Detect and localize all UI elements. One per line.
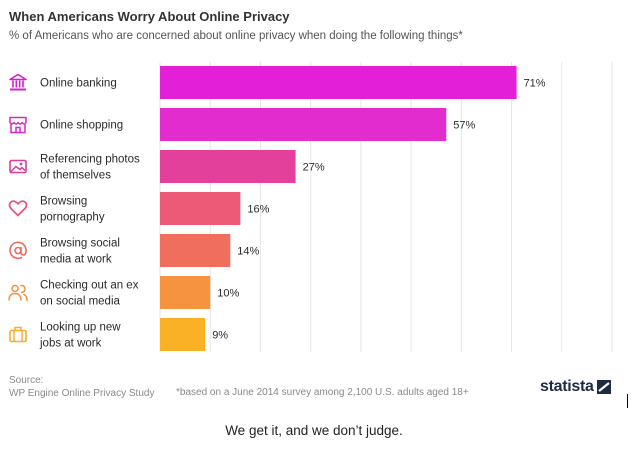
- category-label: Browsing social media at work: [40, 238, 120, 266]
- people-icon-body: [8, 292, 22, 301]
- source-label: Source:: [9, 375, 44, 386]
- at-sign-icon-outer: [9, 241, 27, 260]
- bank-icon: [9, 73, 27, 91]
- bar: [160, 192, 241, 225]
- category-label-line: of themselves: [40, 170, 111, 182]
- category-label-line: pornography: [40, 212, 105, 224]
- briefcase-icon-straps: [13, 330, 23, 342]
- value-label: 27%: [303, 162, 325, 174]
- category-label-line: Browsing: [40, 196, 87, 208]
- bar: [160, 108, 447, 141]
- category-label-line: Looking up new: [40, 322, 121, 334]
- storefront-icon-body: [10, 124, 26, 134]
- photo-icon-frame: [9, 159, 27, 174]
- heart-icon-shape: [8, 200, 28, 217]
- category-label: Checking out an ex on social media: [40, 280, 139, 308]
- footnote: *based on a June 2014 survey among 2,100…: [176, 387, 469, 398]
- photo-icon: [9, 159, 27, 174]
- people-icon-head: [11, 284, 19, 293]
- category-label: Looking up new jobs at work: [39, 322, 121, 350]
- briefcase-icon-case: [9, 329, 27, 343]
- bar: [160, 276, 211, 309]
- value-label: 10%: [217, 288, 239, 300]
- category-label-line: Checking out an ex: [40, 280, 139, 292]
- category-label-line: Online banking: [40, 78, 117, 90]
- value-label: 14%: [237, 246, 259, 258]
- source-name: WP Engine Online Privacy Study: [9, 388, 155, 399]
- category-label: Online banking: [40, 78, 117, 90]
- bank-icon-roof: [9, 73, 27, 81]
- category-label-line: on social media: [40, 296, 121, 308]
- value-label: 9%: [212, 330, 228, 342]
- value-label: 57%: [453, 120, 475, 132]
- bar: [160, 234, 231, 267]
- category-label: Browsing pornography: [40, 196, 105, 224]
- people-icon: [8, 284, 28, 302]
- bar: [160, 66, 517, 99]
- photo-icon-mountain: [10, 165, 26, 173]
- category-label-line: Browsing social: [40, 238, 120, 250]
- storefront-icon: [9, 116, 27, 134]
- source-block: Source: WP Engine Online Privacy Study: [9, 374, 154, 400]
- value-label: 71%: [524, 78, 546, 90]
- photo-icon-sun: [19, 162, 23, 166]
- bar-chart: 71% Online banking 57% Online shopping 27% Re…: [8, 62, 613, 352]
- at-sign-icon: [9, 241, 27, 260]
- value-label: 16%: [247, 204, 269, 216]
- category-label-line: media at work: [40, 254, 112, 266]
- brand-name: statista: [540, 378, 594, 395]
- briefcase-icon: [9, 326, 27, 343]
- category-label-line: Online shopping: [40, 120, 123, 132]
- briefcase-icon-handle: [14, 326, 22, 331]
- heart-icon: [8, 200, 28, 217]
- people-icon-second: [20, 284, 28, 302]
- storefront-icon-awning: [9, 116, 27, 125]
- chart-title: When Americans Worry About Online Privac…: [9, 9, 290, 24]
- bar: [160, 318, 206, 351]
- chart-subtitle: % of Americans who are concerned about o…: [9, 30, 463, 42]
- text-cursor: [627, 394, 628, 408]
- category-label: Online shopping: [40, 120, 123, 132]
- statista-logo: statista: [540, 378, 611, 396]
- caption: We get it, and we don’t judge.: [225, 423, 403, 438]
- at-sign-icon-inner: [14, 246, 22, 255]
- statista-mark-icon: [596, 380, 611, 394]
- category-label-line: Referencing photos: [40, 154, 140, 166]
- category-label-line: jobs at work: [39, 338, 102, 350]
- bar: [160, 150, 296, 183]
- category-label: Referencing photos of themselves: [40, 154, 140, 182]
